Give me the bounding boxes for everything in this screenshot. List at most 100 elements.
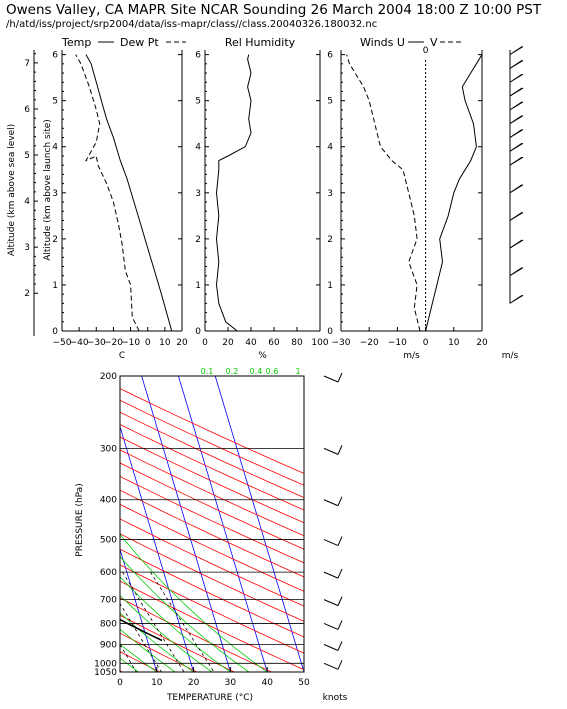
skewt-barb-staff <box>323 499 339 507</box>
pressure-tick-label: 500 <box>100 536 117 546</box>
wind-panel-title-u: Winds U <box>360 36 405 49</box>
temp-panel-x-tick-label: 20 <box>176 338 188 348</box>
wind-panel-x-tick-label: −20 <box>360 338 379 348</box>
isotherm-line <box>0 376 83 672</box>
skewt-barb-staff <box>323 662 339 670</box>
temp-panel-x-tick-label: −10 <box>121 338 140 348</box>
asl-tick-label: 5 <box>24 151 30 161</box>
barb-flag-secondary <box>512 46 524 54</box>
pressure-tick-label: 400 <box>100 496 117 506</box>
temp-panel-y-tick-label: 0 <box>52 327 58 337</box>
dry-adiabat-line <box>120 503 304 592</box>
skewt-barb-flag <box>337 496 343 506</box>
rh-panel-y-tick-label: 6 <box>195 51 201 61</box>
skewt-barb-flag <box>337 536 343 546</box>
moist-adiabat-line <box>120 612 194 672</box>
skewt-barb-staff <box>323 599 339 607</box>
wind-panel-series-v <box>346 54 421 332</box>
rh-panel-x-tick-label: 60 <box>268 338 280 348</box>
dry-adiabat-line <box>120 614 235 672</box>
mixing-ratio-line <box>122 571 185 672</box>
skewt-temperature-profile <box>120 618 163 642</box>
rh-panel-x-tick-label: 0 <box>202 338 208 348</box>
isotherm-line <box>141 376 231 672</box>
barb-flag-secondary <box>512 294 524 302</box>
wind-y-tick-label: 5 <box>327 97 333 107</box>
temp-panel-x-tick-label: 10 <box>159 338 171 348</box>
temp-panel-x-tick-label: −30 <box>87 338 106 348</box>
temp-panel-y-tick-label: 1 <box>52 281 58 291</box>
pressure-tick-label: 300 <box>100 444 117 454</box>
isotherm-line <box>0 376 10 672</box>
asl-tick-label: 2 <box>24 289 30 299</box>
skewt-barb-unit-label: knots <box>323 693 348 703</box>
pressure-tick-label: 1050 <box>94 668 117 678</box>
skewt-barb-flag <box>337 568 343 579</box>
rh-panel-x-tick-label: 100 <box>311 338 328 348</box>
wind-panel-x-tick-label: 0 <box>423 338 429 348</box>
dry-adiabat-line <box>120 388 304 474</box>
temp-x-tick-label: 0 <box>117 678 123 688</box>
isotherm-line <box>120 547 158 672</box>
skewt-barb-flag <box>337 372 343 383</box>
skewt-barb-staff <box>323 539 339 547</box>
temp-panel-x-tick-label: −40 <box>70 338 89 348</box>
pressure-tick-label: 800 <box>100 619 117 629</box>
wind-y-tick-label: 2 <box>327 235 333 245</box>
barb-flag-secondary <box>512 87 524 95</box>
rh-panel-y-tick-label: 4 <box>195 143 201 153</box>
dry-adiabat-line <box>120 411 304 498</box>
wind-panel-series-u <box>425 54 483 332</box>
skewt-barb-flag <box>337 620 343 630</box>
pressure-tick-label: 600 <box>100 568 117 578</box>
rh-panel-y-tick-label: 0 <box>195 327 201 337</box>
moist-adiabat-line <box>0 376 83 672</box>
isotherm-line <box>120 425 194 672</box>
skewt-barb-staff <box>323 571 339 579</box>
moist-adiabat-line <box>0 376 102 672</box>
skewt-barb-staff <box>323 622 339 630</box>
skewt-barb-staff <box>323 375 339 383</box>
dry-adiabat-line <box>0 376 48 672</box>
wind-y-tick-label: 1 <box>327 281 333 291</box>
barb-flag-secondary <box>512 59 524 67</box>
temp-x-tick-label: 50 <box>298 678 310 688</box>
pressure-tick-label: 700 <box>100 596 117 606</box>
skewt-y-axis-label: PRESSURE (hPa) <box>75 483 85 556</box>
barb-flag-secondary <box>512 212 524 219</box>
skewt-frame <box>119 375 305 673</box>
dry-adiabat-line <box>120 533 304 622</box>
skewt-barb-staff <box>323 447 339 455</box>
asl-axis-label: Altitude (km above sea level) <box>7 124 17 256</box>
pressure-tick-label: 200 <box>100 372 117 382</box>
temp-panel-series-dew-pt <box>75 54 140 332</box>
barb-flag-secondary <box>512 239 524 247</box>
moist-adiabat-line <box>120 555 250 672</box>
dry-adiabat-line <box>120 548 304 638</box>
file-path-subtitle: /h/atd/iss/project/srp2004/data/iss-mapr… <box>6 19 378 30</box>
skewt-barb-flag <box>337 641 343 651</box>
isotherm-line <box>0 376 46 672</box>
wind-y-tick-label: 6 <box>327 51 333 61</box>
barb-flag-secondary <box>512 129 524 136</box>
mixing-ratio-line <box>0 572 37 672</box>
temp-panel-x-axis-label: C <box>119 351 125 361</box>
moist-adiabat-line <box>120 594 213 672</box>
barb-flag-secondary <box>512 115 524 123</box>
rh-panel-x-tick-label: 20 <box>222 338 234 348</box>
mixing-ratio-label: 0.1 <box>201 367 214 376</box>
barb-flag-secondary <box>512 101 524 109</box>
mixing-ratio-label: 0.6 <box>266 367 279 376</box>
moist-adiabat-line <box>120 643 158 672</box>
asl-tick-label: 7 <box>24 59 30 69</box>
skewt-barb-flag <box>337 445 343 455</box>
rh-panel-y-tick-label: 1 <box>195 281 201 291</box>
rh-panel-title: Rel Humidity <box>225 36 296 49</box>
temp-panel-y-tick-label: 5 <box>52 97 58 107</box>
rh-panel-x-tick-label: 80 <box>291 338 303 348</box>
isotherm-line <box>178 376 268 672</box>
temp-panel-y-tick-label: 2 <box>52 235 58 245</box>
wind-zero-label: 0 <box>423 46 429 56</box>
wind-panel-title-v: V <box>430 36 438 49</box>
temp-x-tick-label: 20 <box>188 678 200 688</box>
